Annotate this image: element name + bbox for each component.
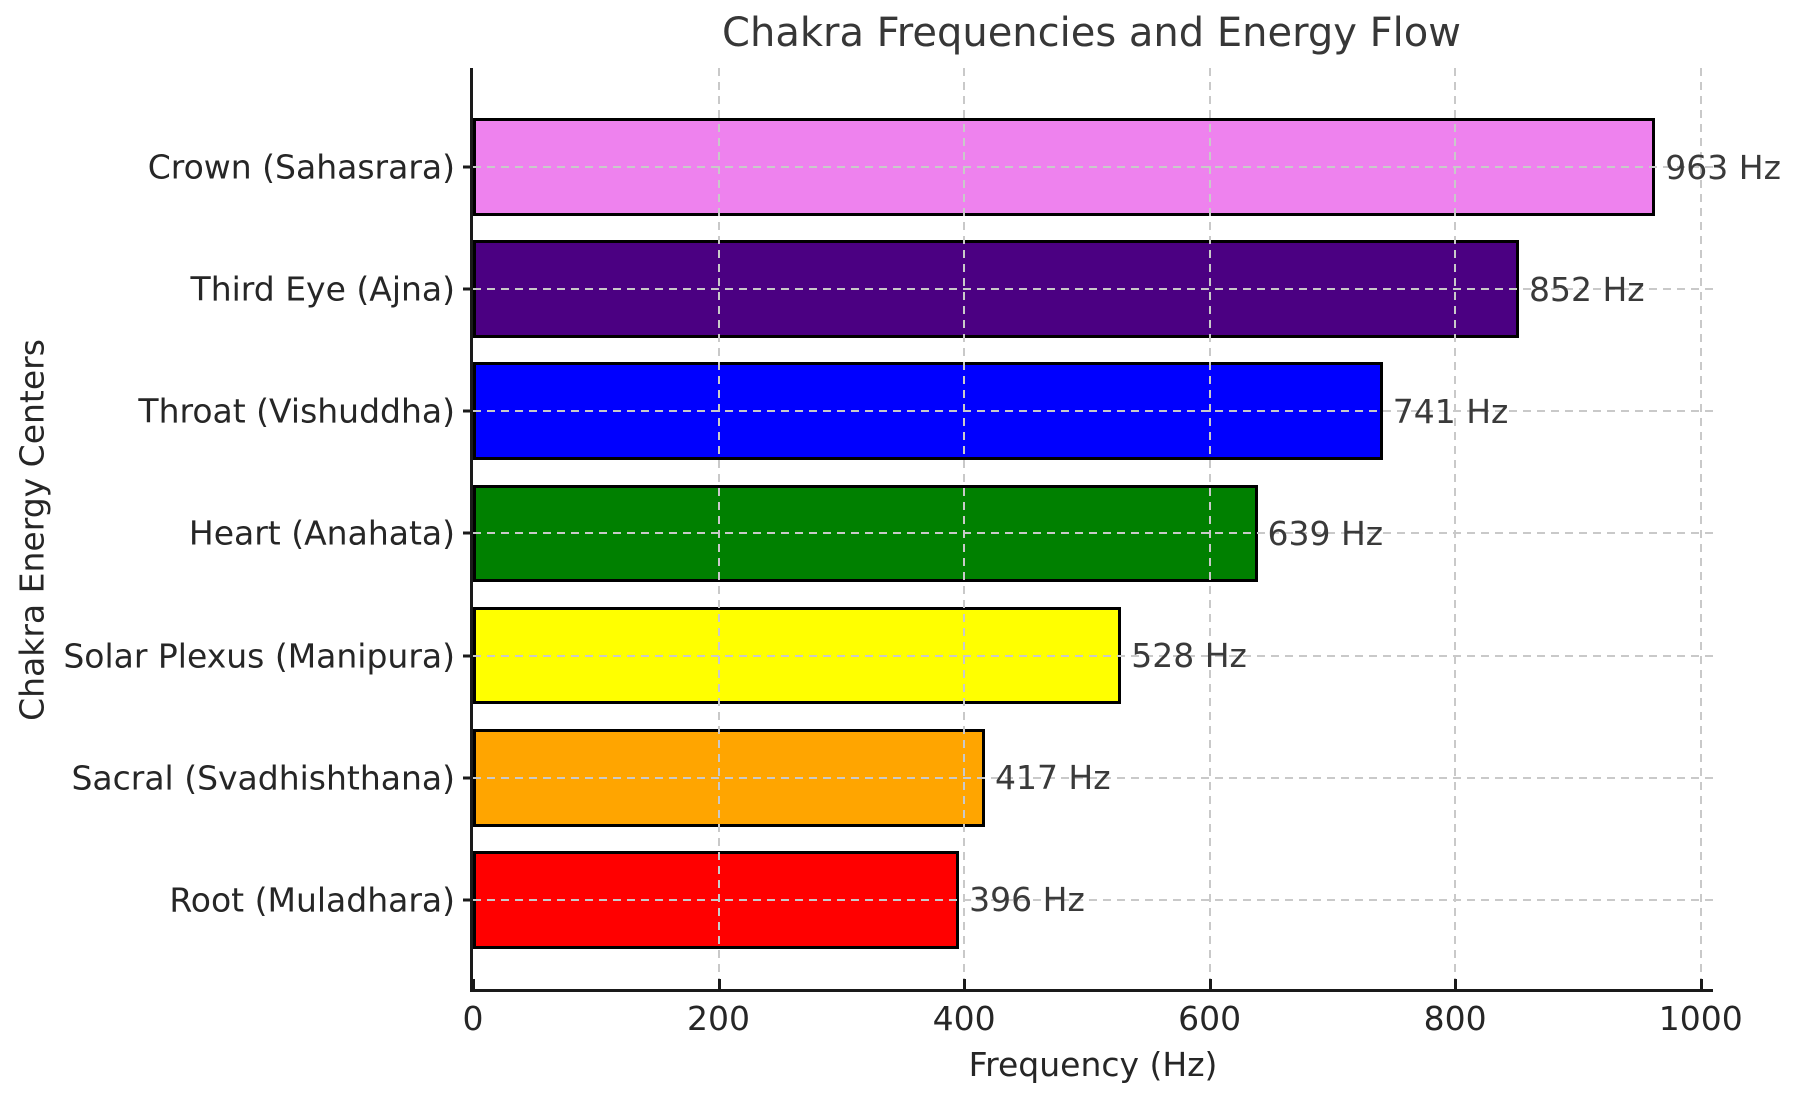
x-tick-mark-200 xyxy=(717,979,721,989)
x-axis-label: Frequency (Hz) xyxy=(968,1045,1218,1084)
y-tick-mark xyxy=(463,898,473,902)
plot-area: Crown (Sahasrara) 963 Hz Third Eye (Ajna) 8… xyxy=(63,68,1781,1084)
x-tick-mark-0 xyxy=(472,979,475,989)
bar-row: Crown (Sahasrara) 963 Hz xyxy=(148,106,1781,228)
y-tick-mark xyxy=(463,776,473,780)
gridline-y xyxy=(473,532,1713,535)
y-tick-mark xyxy=(463,531,473,535)
y-tick-label: Throat (Vishuddha) xyxy=(138,391,455,431)
bar-row: Throat (Vishuddha) 741 Hz xyxy=(138,350,1713,472)
x-tick-label-200: 200 xyxy=(687,999,751,1038)
y-tick-label: Sacral (Svadhishthana) xyxy=(71,758,455,798)
bar-row: Root (Muladhara) 396 Hz xyxy=(169,839,1713,961)
bar-value-label: 852 Hz xyxy=(1529,269,1645,309)
gridline-y xyxy=(473,166,1713,169)
bar-row: Solar Plexus (Manipura) 528 Hz xyxy=(63,595,1713,717)
bar-row: Heart (Anahata) 639 Hz xyxy=(189,472,1713,594)
bar-value-label: 639 Hz xyxy=(1267,513,1384,553)
gridline-y xyxy=(473,898,1713,901)
x-tick-label-400: 400 xyxy=(932,999,996,1038)
x-tick-mark-1000 xyxy=(1699,979,1703,989)
bar-rows: Crown (Sahasrara) 963 Hz Third Eye (Ajna) 8… xyxy=(63,68,1781,989)
gridline-y xyxy=(473,776,1713,779)
y-tick-label: Crown (Sahasrara) xyxy=(147,147,455,187)
x-tick-mark-800 xyxy=(1454,979,1458,989)
y-tick-label: Third Eye (Ajna) xyxy=(190,269,455,309)
bar-value-label: 741 Hz xyxy=(1392,391,1509,431)
bar-value-label: 396 Hz xyxy=(969,880,1085,920)
x-tick-mark-400 xyxy=(963,979,967,989)
bar-row: Sacral (Svadhishthana) 417 Hz xyxy=(71,717,1713,839)
gridline-x-400 xyxy=(963,68,966,989)
gridline-x-200 xyxy=(717,68,720,989)
y-tick-mark xyxy=(463,287,473,291)
y-tick-label: Solar Plexus (Manipura) xyxy=(63,636,455,676)
y-tick-label: Root (Muladhara) xyxy=(169,880,455,920)
y-tick-mark xyxy=(463,165,473,169)
x-tick-label-800: 800 xyxy=(1423,999,1487,1038)
x-tick-mark-600 xyxy=(1208,979,1212,989)
y-axis-label: Chakra Energy Centers xyxy=(12,339,52,721)
gridline-x-600 xyxy=(1208,68,1211,989)
x-tick-label-600: 600 xyxy=(1178,999,1242,1038)
x-tick-label-0: 0 xyxy=(462,999,484,1038)
gridline-x-800 xyxy=(1454,68,1457,989)
gridline-y xyxy=(473,410,1713,413)
gridline-x-1000 xyxy=(1699,68,1702,989)
bar-row: Third Eye (Ajna) 852 Hz xyxy=(191,228,1713,350)
y-tick-label: Heart (Anahata) xyxy=(188,513,455,553)
y-tick-mark xyxy=(463,409,473,413)
bar-value-label: 528 Hz xyxy=(1131,636,1247,676)
gridline-y xyxy=(473,654,1713,657)
bar-value-label: 417 Hz xyxy=(994,758,1111,798)
y-tick-mark xyxy=(463,654,473,658)
gridline-y xyxy=(473,288,1713,291)
x-tick-label-1000: 1000 xyxy=(1658,999,1743,1038)
bar-value-label: 963 Hz xyxy=(1665,147,1781,187)
chart-title: Chakra Frequencies and Energy Flow xyxy=(722,10,1461,56)
